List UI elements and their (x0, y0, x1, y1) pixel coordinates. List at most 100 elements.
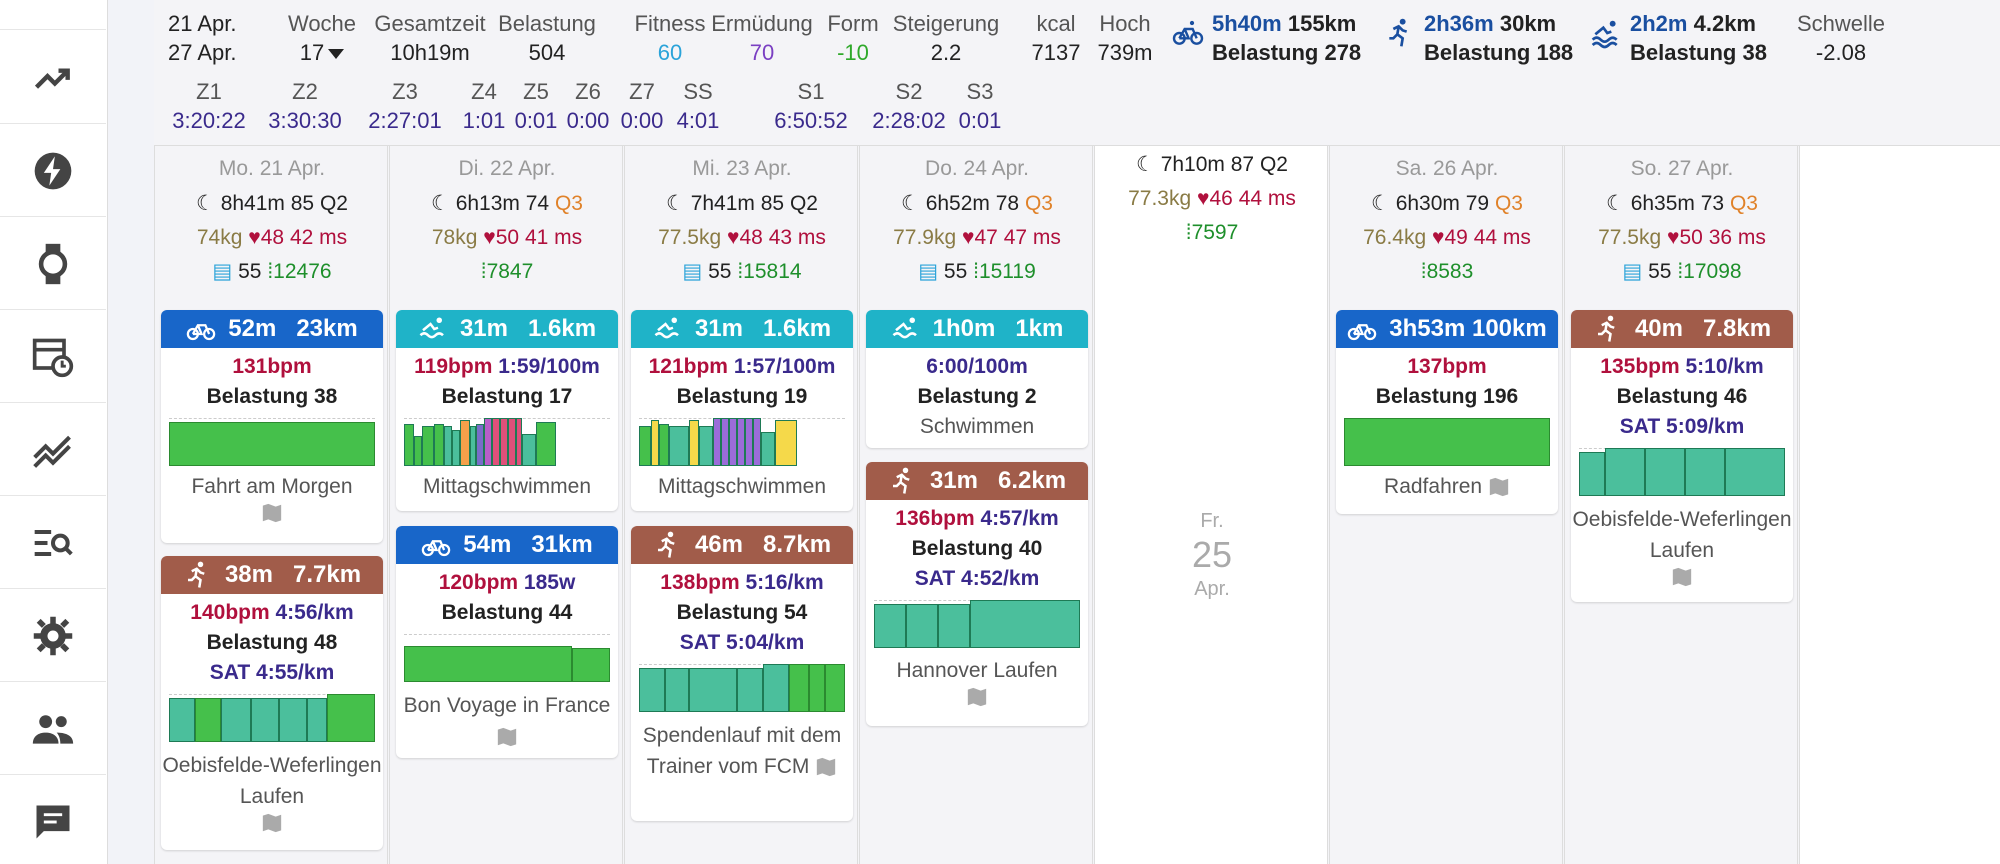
zone-bars (1344, 418, 1550, 466)
bike-icon (1348, 324, 1377, 341)
activity-card-sat-ride[interactable]: 3h53m 100km 137bpm Belastung 196 Radfahr… (1336, 310, 1558, 514)
zone-s2: S2 2:28:02 (872, 79, 946, 133)
moon-icon: ☾ (666, 192, 685, 215)
day-column-sun[interactable]: So. 27 Apr. ☾ 6h35m 73 Q3 77.5kg ♥50 36 … (1564, 146, 1798, 864)
elevation: Hoch 739m (1097, 11, 1153, 65)
week-summary: 21 Apr. 27 Apr. Woche 17 Gesamtzeit 10h1… (154, 0, 2000, 146)
bike-icon (1172, 20, 1204, 45)
run-icon (1597, 315, 1615, 342)
swim-icon (892, 317, 917, 339)
activity-card-mon-run[interactable]: 38m 7.7km 140bpm 4:56/km Belastung 48 SA… (161, 556, 383, 850)
zone-bars (404, 418, 610, 466)
sidebar-item-people[interactable] (0, 683, 106, 775)
heart-icon: ♥ (1667, 226, 1680, 249)
today-date: Fr. 25 Apr. (1191, 510, 1233, 600)
total-time: Gesamtzeit 10h19m (374, 11, 486, 65)
day-column-tue[interactable]: Di. 22 Apr. ☾ 6h13m 74 Q3 78kg ♥50 41 ms… (389, 146, 623, 864)
date-range: 21 Apr. 27 Apr. (168, 9, 237, 67)
footsteps-icon: ⁞ (1420, 260, 1427, 283)
activity-card-tue-ride[interactable]: 54m 31km 120bpm 185w Belastung 44 Bon Vo… (396, 526, 618, 758)
sidebar-item-settings[interactable] (0, 590, 106, 682)
fitness: Fitness 60 (634, 11, 706, 65)
map-icon[interactable] (1488, 476, 1510, 498)
footsteps-icon: ⁞ (1185, 221, 1192, 244)
pulse-icon: ▤ (1622, 260, 1643, 283)
activity-card-wed-run[interactable]: 46m 8.7km 138bpm 5:16/km Belastung 54 SA… (631, 526, 853, 821)
moon-icon: ☾ (196, 192, 215, 215)
threshold: Schwelle -2.08 (1796, 11, 1886, 65)
sidebar-item-activities[interactable] (0, 125, 106, 217)
heart-icon: ♥ (483, 226, 496, 249)
day-column-mon[interactable]: Mo. 21 Apr. ☾ 8h41m 85 Q2 74kg ♥48 42 ms… (154, 146, 388, 864)
map-icon[interactable] (1671, 566, 1693, 588)
moon-icon: ☾ (1606, 192, 1625, 215)
gear-icon (33, 616, 73, 655)
zone-z6: Z6 0:00 (566, 79, 610, 133)
activity-card-wed-swim[interactable]: 31m 1.6km 121bpm 1:57/100m Belastung 19 … (631, 310, 853, 511)
moon-icon: ☾ (1371, 192, 1390, 215)
day-column-sat[interactable]: Sa. 26 Apr. ☾ 6h30m 79 Q3 76.4kg ♥49 44 … (1329, 146, 1563, 864)
sidebar-item-trend[interactable] (0, 32, 106, 124)
calendar-clock-icon (32, 338, 74, 377)
run-summary: 2h36m 30km Belastung 188 (1384, 9, 1573, 67)
sidebar-gutter (108, 0, 154, 864)
sidebar-item-search[interactable] (0, 497, 106, 589)
activity-card-sun-run[interactable]: 40m 7.8km 135bpm 5:10/km Belastung 46 SA… (1571, 310, 1793, 602)
wellness-row: 74kg ♥48 42 ms (196, 226, 348, 249)
range-end: 27 Apr. (168, 40, 237, 65)
activity-card-thu-run[interactable]: 31m 6.2km 136bpm 4:57/km Belastung 40 SA… (866, 462, 1088, 726)
day-column-thu[interactable]: Do. 24 Apr. ☾ 6h52m 78 Q3 77.9kg ♥47 47 … (859, 146, 1093, 864)
zone-bars (404, 634, 610, 682)
activity-card-mon-ride[interactable]: 52m 23km 131bpm Belastung 38 Fahrt am Mo… (161, 310, 383, 543)
pulse-icon: ▤ (918, 260, 939, 283)
sidebar-item-fitness[interactable] (0, 404, 106, 496)
footsteps-icon: ⁞ (267, 260, 274, 283)
map-icon[interactable] (496, 726, 518, 748)
zone-bars (1579, 448, 1785, 496)
form: Form -10 (827, 11, 879, 65)
day-column-fri[interactable]: ☾ 7h10m 87 Q2 77.3kg ♥46 44 ms ⁞7597 Fr.… (1094, 146, 1328, 864)
day-column-wed[interactable]: Mi. 23 Apr. ☾ 7h41m 85 Q2 77.5kg ♥48 43 … (624, 146, 858, 864)
map-icon[interactable] (261, 502, 283, 524)
zone-s3: S3 0:01 (958, 79, 1002, 133)
map-icon[interactable] (966, 686, 988, 708)
sidebar-item-chat[interactable] (0, 776, 106, 864)
zone-z4: Z4 1:01 (462, 79, 506, 133)
sidebar-item-top[interactable] (0, 0, 106, 30)
zone-ss: SS 4:01 (676, 79, 720, 133)
map-icon[interactable] (261, 812, 283, 834)
footsteps-icon: ⁞ (973, 260, 979, 283)
heart-icon: ♥ (248, 226, 261, 249)
bolt-icon (34, 152, 72, 189)
fatigue: Ermüdung 70 (711, 11, 813, 65)
footsteps-icon: ⁞ (737, 260, 744, 283)
swim-summary: 2h2m 4.2km Belastung 38 (1590, 9, 1767, 67)
people-icon (32, 714, 74, 744)
sidebar (0, 0, 108, 864)
pulse-icon: ▤ (682, 260, 703, 283)
heart-icon: ♥ (727, 226, 740, 249)
moon-icon: ☾ (901, 192, 920, 215)
search-list-icon (34, 529, 73, 556)
activity-card-tue-swim[interactable]: 31m 1.6km 119bpm 1:59/100m Belastung 17 … (396, 310, 618, 511)
map-icon[interactable] (815, 756, 837, 778)
activity-card-thu-swim[interactable]: 1h0m 1km 6:00/100m Belastung 2 Schwimmen (866, 310, 1088, 448)
ramp: Steigerung 2.2 (892, 11, 1000, 65)
empty-column (1799, 146, 2000, 864)
zone-bars (639, 664, 845, 712)
sidebar-item-calendar[interactable] (0, 311, 106, 403)
swim-icon (419, 317, 444, 339)
heart-icon: ♥ (1432, 226, 1445, 249)
run-icon (892, 467, 910, 494)
zone-z5: Z5 0:01 (514, 79, 558, 133)
footsteps-icon: ⁞ (1677, 260, 1684, 283)
sleep-row: ☾ 8h41m 85 Q2 (196, 192, 348, 215)
sidebar-item-watch[interactable] (0, 218, 106, 310)
run-icon (657, 531, 675, 558)
day-date: Mo. 21 Apr. (218, 157, 326, 180)
zone-s1: S1 6:50:52 (774, 79, 848, 133)
zone-bars (169, 418, 375, 466)
zone-bars (874, 600, 1080, 648)
swim-icon (1591, 20, 1618, 49)
week-selector[interactable]: Woche 17 (272, 9, 372, 67)
